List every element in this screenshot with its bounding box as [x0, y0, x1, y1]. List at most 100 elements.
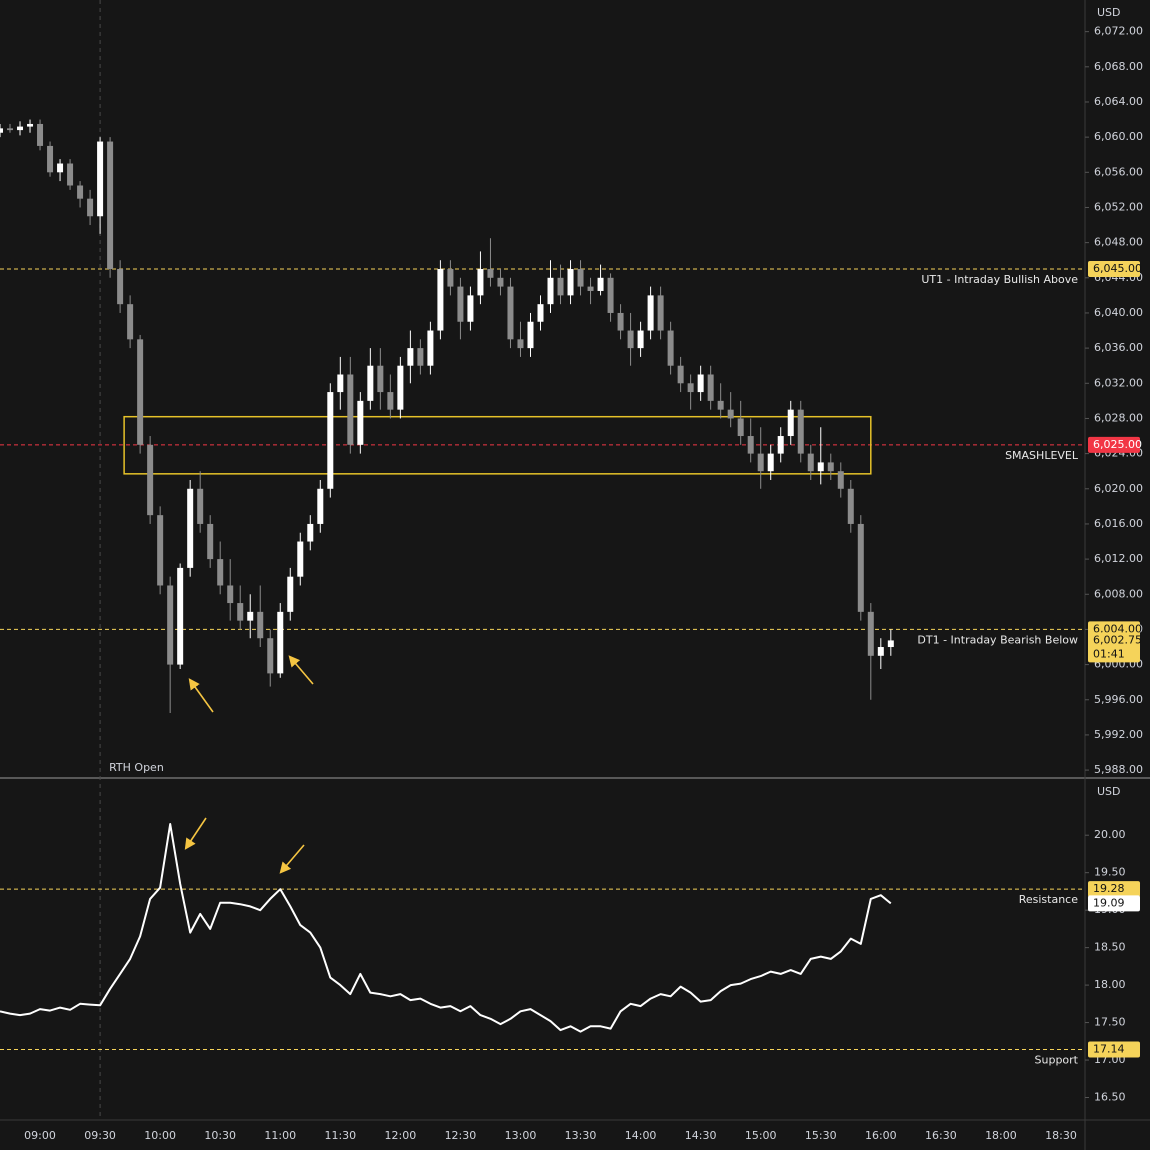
x-tick-label: 15:00	[745, 1129, 777, 1142]
level-label-box	[1088, 881, 1140, 898]
y-tick-label: 5,988.00	[1094, 763, 1143, 776]
x-tick-label: 13:00	[505, 1129, 537, 1142]
candle-body	[177, 567, 184, 665]
candle-body	[207, 523, 214, 560]
y-tick-label: 5,992.00	[1094, 728, 1143, 741]
candle-body	[377, 365, 384, 393]
y-tick-label: 6,020.00	[1094, 482, 1143, 495]
candle-body	[237, 603, 244, 621]
x-tick-label: 13:30	[565, 1129, 597, 1142]
x-tick-label: 18:00	[985, 1129, 1017, 1142]
candle-body	[0, 128, 3, 133]
candle-body	[317, 488, 324, 524]
candle-body	[337, 374, 344, 393]
y-tick-label: 6,048.00	[1094, 236, 1143, 249]
candle-body	[157, 515, 164, 586]
candle-body	[837, 471, 844, 489]
candle-body	[597, 277, 604, 291]
x-tick-label: 10:00	[144, 1129, 176, 1142]
y-tick-label: 6,060.00	[1094, 130, 1143, 143]
last-price-label: 6,002.75	[1093, 633, 1142, 646]
candle-body	[287, 576, 294, 612]
candle-body	[397, 365, 404, 410]
candle-body	[857, 523, 864, 612]
x-tick-label: 14:00	[625, 1129, 657, 1142]
last-price-box	[1088, 632, 1140, 663]
level-label-box	[1088, 261, 1140, 278]
y-tick-label: 20.00	[1094, 828, 1126, 841]
candle-body	[807, 453, 814, 472]
y-tick-label: 6,008.00	[1094, 587, 1143, 600]
last-value-label: 19.09	[1093, 896, 1125, 909]
candle-body	[567, 269, 574, 296]
y-tick-label: 6,064.00	[1094, 95, 1143, 108]
candle-body	[737, 418, 744, 437]
countdown: 01:41	[1093, 647, 1125, 660]
y-tick-label: 18.00	[1094, 978, 1126, 991]
candle-body	[117, 269, 124, 305]
x-tick-label: 16:30	[925, 1129, 957, 1142]
level-label: 6,045.00	[1093, 262, 1142, 275]
arrow	[279, 844, 305, 874]
y-tick-label: 6,028.00	[1094, 411, 1143, 424]
x-tick-label: 18:30	[1045, 1129, 1077, 1142]
candle-body	[727, 409, 734, 419]
y-tick-label: 6,068.00	[1094, 60, 1143, 73]
candle-body	[887, 640, 894, 648]
candle-body	[467, 295, 474, 322]
zone-box	[123, 415, 872, 475]
annotation-arrows	[184, 655, 314, 874]
candle-body	[637, 330, 644, 349]
candle-body	[867, 611, 874, 656]
candle-body	[747, 436, 754, 454]
candle-body	[657, 295, 664, 331]
candle-body	[547, 277, 554, 305]
x-tick-label: 11:00	[264, 1129, 296, 1142]
y-tick-label: 6,052.00	[1094, 200, 1143, 213]
candle-body	[617, 312, 624, 331]
candle-body	[697, 374, 704, 393]
y-tick-label: 6,040.00	[1094, 306, 1143, 319]
y-tick-label: 6,012.00	[1094, 552, 1143, 565]
candle-body	[707, 374, 714, 401]
level-label: 19.28	[1093, 882, 1125, 895]
candle-body	[667, 330, 674, 366]
candle-body	[497, 277, 504, 287]
y-tick-label: 6,032.00	[1094, 376, 1143, 389]
candle-body	[827, 462, 834, 472]
candle-body	[97, 141, 104, 217]
candle-body	[527, 321, 534, 349]
candle-body	[227, 585, 234, 604]
candle-body	[557, 277, 564, 296]
x-tick-label: 09:00	[24, 1129, 56, 1142]
candle-body	[767, 453, 774, 472]
level-label-box	[1088, 436, 1140, 453]
level-label: 17.14	[1093, 1043, 1125, 1056]
candle-body	[717, 400, 724, 410]
candle-body	[7, 128, 14, 131]
candle-body	[67, 163, 74, 186]
candle-body	[17, 126, 24, 131]
candle-body	[357, 400, 364, 445]
candle-body	[687, 383, 694, 393]
candle-body	[257, 611, 264, 639]
y-tick-label: 18.50	[1094, 941, 1126, 954]
candle-body	[327, 392, 334, 489]
candle-body	[77, 185, 84, 199]
level-name: DT1 - Intraday Bearish Below	[917, 633, 1078, 646]
candle-body	[27, 123, 34, 127]
candle-body	[677, 365, 684, 384]
level-name: SMASHLEVEL	[1005, 449, 1079, 462]
level-label: 6,025.00	[1093, 438, 1142, 451]
x-tick-label: 11:30	[324, 1129, 356, 1142]
candle-body	[457, 286, 464, 322]
candle-body	[197, 488, 204, 524]
y-tick-label: 6,056.00	[1094, 165, 1143, 178]
candle-body	[787, 409, 794, 437]
level-label-box	[1088, 1041, 1140, 1058]
candle-body	[427, 330, 434, 366]
candle-body	[37, 123, 44, 146]
